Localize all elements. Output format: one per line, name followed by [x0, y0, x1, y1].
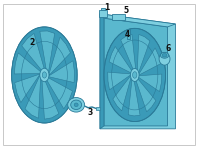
Text: 4: 4: [125, 30, 130, 39]
Polygon shape: [135, 77, 156, 112]
Ellipse shape: [12, 27, 77, 123]
Polygon shape: [139, 48, 161, 75]
Circle shape: [162, 54, 167, 57]
Polygon shape: [104, 18, 168, 126]
Polygon shape: [113, 75, 131, 111]
Polygon shape: [100, 14, 175, 27]
Ellipse shape: [71, 100, 82, 110]
Polygon shape: [48, 61, 74, 83]
FancyBboxPatch shape: [112, 14, 125, 20]
Polygon shape: [49, 37, 70, 75]
Bar: [101, 7, 105, 10]
Polygon shape: [137, 74, 162, 92]
Ellipse shape: [68, 97, 85, 112]
Ellipse shape: [160, 52, 169, 58]
Text: 5: 5: [123, 6, 128, 15]
Polygon shape: [100, 14, 175, 129]
Polygon shape: [121, 34, 136, 73]
Polygon shape: [128, 76, 140, 116]
Ellipse shape: [104, 28, 166, 122]
Ellipse shape: [130, 69, 139, 81]
Polygon shape: [109, 46, 133, 74]
Text: 2: 2: [30, 38, 35, 47]
Ellipse shape: [133, 72, 137, 78]
Polygon shape: [25, 76, 41, 118]
Ellipse shape: [159, 53, 170, 65]
Text: 1: 1: [104, 3, 110, 12]
Polygon shape: [40, 31, 55, 74]
Polygon shape: [42, 77, 59, 119]
Text: 3: 3: [87, 108, 93, 117]
Polygon shape: [45, 77, 72, 109]
Polygon shape: [14, 53, 42, 74]
Ellipse shape: [74, 103, 78, 107]
Polygon shape: [100, 14, 104, 129]
Polygon shape: [15, 74, 40, 103]
Text: 6: 6: [166, 44, 171, 53]
Polygon shape: [137, 34, 150, 74]
Ellipse shape: [42, 72, 47, 78]
Bar: [96, 107, 100, 110]
Polygon shape: [22, 33, 45, 73]
Polygon shape: [108, 72, 131, 90]
Bar: [99, 10, 107, 17]
Ellipse shape: [40, 68, 49, 82]
Bar: [127, 29, 130, 39]
